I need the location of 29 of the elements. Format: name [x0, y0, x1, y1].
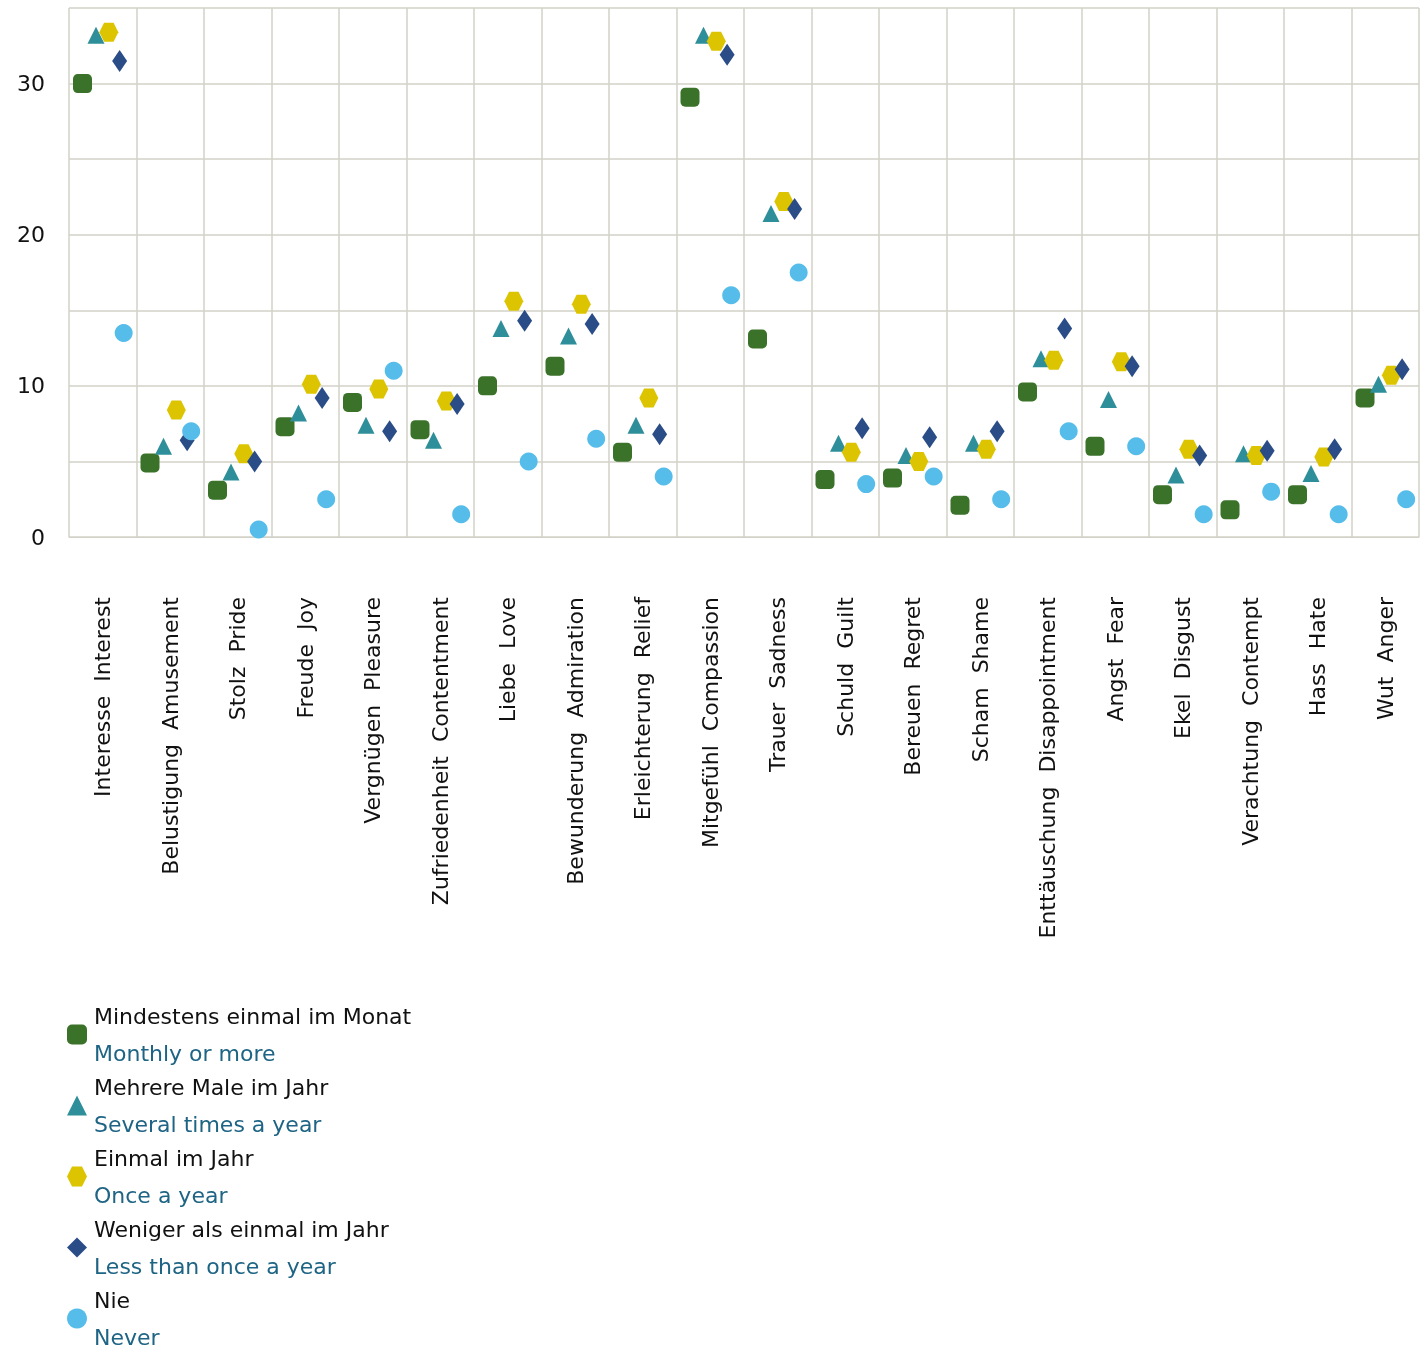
y-tick-label: 30 — [17, 71, 45, 97]
x-tick-label: Hass Hate — [1305, 597, 1331, 717]
x-tick-label: Trauer Sadness — [765, 597, 791, 774]
x-tick-label: Mitgefühl Compassion — [697, 597, 723, 849]
legend-label: Einmal im Jahr Once a year — [94, 1145, 255, 1208]
x-tick-label: Verachtung Contempt — [1237, 596, 1263, 846]
x-tick-label: Ekel Disgust — [1170, 596, 1196, 740]
x-tick-label: Erleichterung Relief — [630, 595, 656, 821]
x-tick-label: Vergnügen Pleasure — [360, 597, 386, 824]
y-tick-label: 20 — [17, 222, 45, 248]
x-tick-label: Liebe Love — [495, 597, 521, 723]
x-tick-label: Belustigung Amusement — [157, 596, 183, 875]
legend-label: Mindestens einmal im Monat Monthly or more — [94, 1003, 412, 1066]
legend-label: Nie Never — [94, 1287, 161, 1350]
x-tick-label: Stolz Pride — [225, 597, 251, 721]
x-tick-label: Schuld Guilt — [832, 596, 858, 737]
y-tick-label: 0 — [31, 524, 45, 550]
x-tick-label: Bewunderung Admiration — [562, 597, 588, 885]
x-tick-label: Bereuen Regret — [900, 596, 926, 776]
x-tick-label: Interesse Interest — [90, 596, 116, 797]
x-tick-label: Freude Joy — [292, 597, 318, 719]
x-tick-label: Enttäuschung Disappointment — [1035, 596, 1061, 939]
y-tick-label: 10 — [17, 373, 45, 399]
x-tick-label: Angst Fear — [1102, 596, 1128, 722]
x-tick-label: Zufriedenheit Contentment — [427, 596, 453, 906]
x-tick-label: Scham Shame — [967, 597, 993, 763]
x-tick-label: Wut Anger — [1372, 596, 1398, 721]
legend-label: Mehrere Male im Jahr Several times a year — [94, 1074, 330, 1137]
legend-label: Weniger als einmal im Jahr Less than once a year — [94, 1216, 390, 1279]
